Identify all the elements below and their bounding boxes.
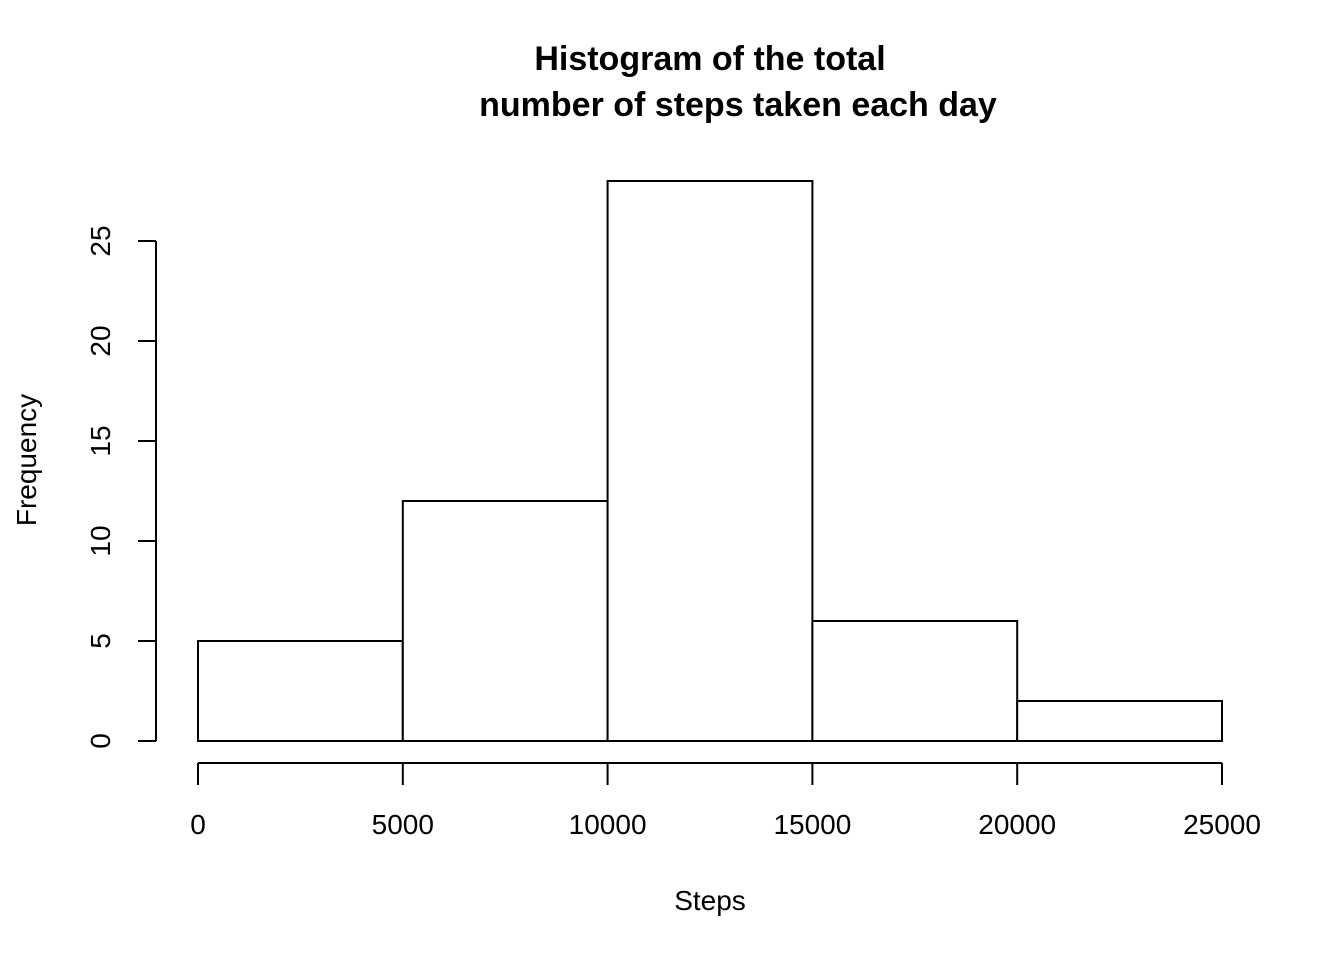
x-tick-label: 20000 <box>978 809 1056 840</box>
chart-title-line-2: number of steps taken each day <box>479 86 997 124</box>
y-tick-label: 0 <box>85 733 116 749</box>
y-tick-label: 10 <box>85 525 116 556</box>
y-axis: 0 5 10 15 20 25 <box>85 225 157 749</box>
histogram-bar-2 <box>606 180 814 742</box>
x-tick-label: 10000 <box>569 809 647 840</box>
y-tick-label: 20 <box>85 325 116 356</box>
x-axis-label: Steps <box>674 885 746 916</box>
y-tick-label: 25 <box>85 225 116 256</box>
histogram-bar-3 <box>811 620 1019 742</box>
chart-title-line-1: Histogram of the total <box>534 40 885 78</box>
x-tick-label: 0 <box>190 809 206 840</box>
histogram-bar-4 <box>1016 700 1224 742</box>
x-tick-label: 5000 <box>372 809 434 840</box>
x-tick-label: 25000 <box>1183 809 1261 840</box>
y-tick-label: 5 <box>85 633 116 649</box>
x-tick-label: 15000 <box>773 809 851 840</box>
y-axis-label: Frequency <box>11 394 42 526</box>
x-axis: 0 5000 10000 15000 20000 25000 <box>190 762 1261 840</box>
histogram-bar-0 <box>197 640 404 742</box>
bars-group <box>197 180 1224 742</box>
y-tick-label: 15 <box>85 425 116 456</box>
histogram-bar-1 <box>401 500 609 742</box>
